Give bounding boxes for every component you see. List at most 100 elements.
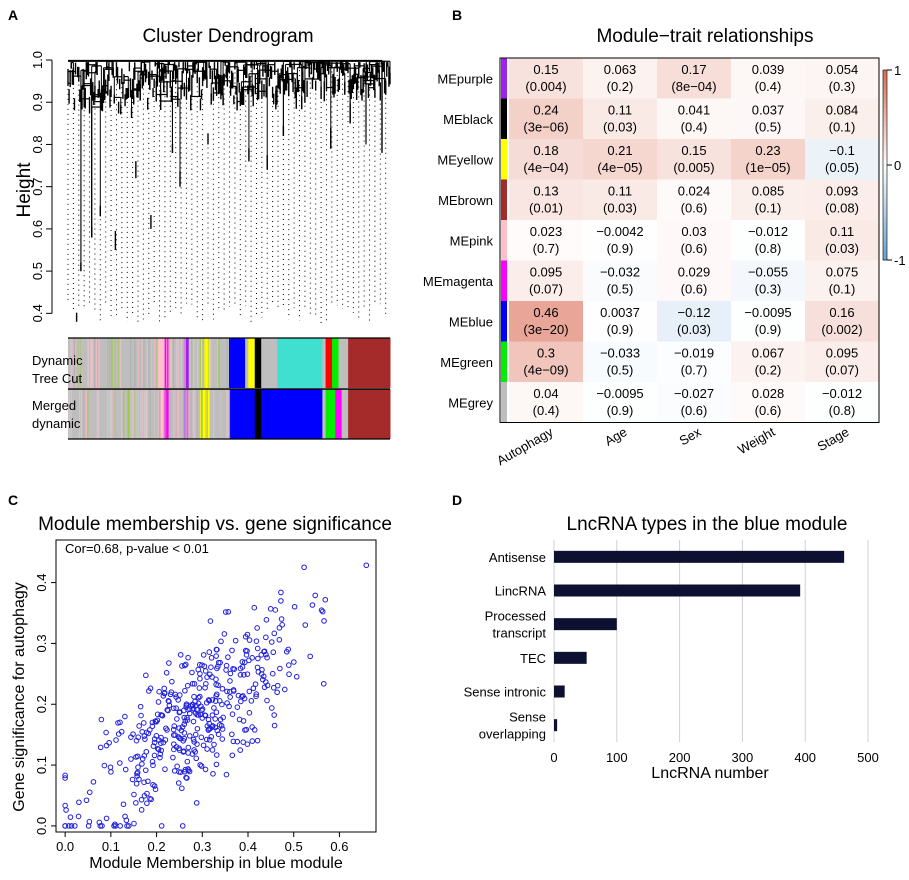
heatmap-cell [805, 341, 879, 382]
heatmap-cell-value: 0.0037 [600, 305, 640, 320]
bar-category-label: transcript [493, 626, 547, 641]
dynamic-tree-cut-row-stripe [166, 338, 168, 388]
merged-dynamic-row-stripe [157, 389, 159, 439]
scatter-point [144, 790, 150, 797]
dynamic-tree-cut-row-stripe [153, 338, 156, 388]
dendrogram-y-tick-label: 0.6 [30, 220, 45, 238]
scatter-y-tick-label: 0.1 [34, 756, 49, 774]
scatter-point [142, 736, 148, 742]
scatter-point [175, 697, 181, 703]
scatter-point [224, 700, 230, 706]
scatter-point [185, 744, 192, 751]
scatter-point [230, 738, 237, 745]
dynamic-tree-cut-row-stripe [189, 338, 191, 388]
colorbar-step [883, 198, 887, 204]
merged-dynamic-row-stripe [97, 389, 100, 439]
dynamic-tree-cut-row-segment [254, 338, 262, 388]
heatmap-cell [657, 341, 731, 382]
scatter-point [263, 651, 269, 658]
scatter-point [213, 653, 219, 659]
dendrogram-y-tick-label: 0.8 [30, 135, 45, 153]
heatmap-cell-pvalue: (0.9) [607, 241, 634, 256]
scatter-point [195, 666, 201, 673]
scatter-point [286, 671, 292, 678]
scatter-point [246, 637, 253, 643]
heatmap-cell-value: 0.054 [826, 62, 859, 77]
merged-dynamic-row-stripe [206, 389, 209, 439]
scatter-point [170, 726, 177, 733]
colorbar-step [883, 193, 887, 199]
scatter-point [173, 744, 180, 750]
heatmap-cell-pvalue: (0.1) [755, 201, 782, 216]
heatmap-cell-value: −0.055 [748, 265, 788, 280]
scatter-y-tick-label: 0.2 [34, 695, 49, 713]
dynamic-tree-cut-row-segment [158, 338, 166, 388]
heatmap-module-swatch [501, 341, 507, 382]
dynamic-tree-cut-row-stripe [91, 338, 93, 388]
scatter-y-tick-label: 0.0 [34, 817, 49, 835]
heatmap-cell-pvalue: (3e−06) [523, 120, 568, 135]
scatter-point [177, 651, 184, 658]
dynamic-tree-cut-row-stripe [150, 338, 152, 388]
scatter-point [212, 716, 219, 722]
bar-x-tick-label: 500 [857, 750, 879, 765]
merged-dynamic-row-stripe [96, 389, 98, 439]
dynamic-tree-cut-row-segment [348, 338, 391, 388]
scatter-point [138, 796, 145, 803]
scatter-point [253, 691, 260, 697]
merged-dynamic-row-stripe [168, 389, 170, 439]
scatter-point [241, 695, 248, 702]
dynamic-tree-cut-row-stripe [210, 338, 212, 388]
heatmap-cell-pvalue: (4e−04) [523, 160, 568, 175]
scatter-point [166, 660, 172, 666]
heatmap-cell [657, 301, 731, 342]
dynamic-tree-cut-row-stripe [137, 338, 139, 388]
dynamic-tree-cut-row-stripe [134, 338, 136, 388]
merged-dynamic-row-stripe [226, 389, 228, 439]
bar-category-label: overlapping [479, 727, 546, 742]
scatter-point [263, 679, 269, 685]
merged-dynamic-row-stripe [183, 389, 185, 439]
heatmap-cell [583, 139, 657, 180]
heatmap-cell-value: −0.032 [600, 265, 640, 280]
bar [554, 550, 845, 563]
dynamic-tree-cut-row-stripe [108, 338, 110, 388]
dynamic-tree-cut-row-stripe [92, 338, 95, 388]
merged-dynamic-row-stripe [201, 389, 203, 439]
panel-a-letter: A [8, 7, 18, 23]
scatter-point [219, 736, 226, 742]
scatter-point [134, 770, 140, 777]
scatter-point [207, 618, 214, 624]
dynamic-tree-cut-row-segment [183, 338, 190, 388]
bar-plot: 0 100 200 300 400 500 Antisense LincRNA Processe… [464, 540, 879, 765]
scatter-point [249, 738, 256, 744]
colorbar-step [883, 236, 887, 242]
scatter-point [181, 721, 188, 728]
scatter-point [276, 636, 283, 643]
scatter-point [128, 734, 134, 740]
dynamic-tree-cut-row-stripe [73, 338, 75, 388]
heatmap-cell [657, 139, 731, 180]
dynamic-tree-cut-row-stripe [96, 338, 99, 388]
scatter-point [211, 741, 217, 748]
heatmap-cell-pvalue: (0.9) [607, 403, 634, 418]
bar-category-label: Processed [485, 609, 546, 624]
colorbar-step [883, 179, 887, 185]
dynamic-tree-cut-row-stripe [193, 338, 195, 388]
scatter-point [139, 761, 145, 767]
scatter-point [270, 649, 277, 656]
heatmap-cell-value: 0.16 [829, 305, 854, 320]
colorbar-tick-label: 1 [894, 63, 901, 78]
scatter-point [173, 705, 179, 711]
scatter-point [179, 785, 185, 792]
heatmap-row-label: MEbrown [438, 193, 493, 208]
bar [554, 651, 587, 664]
dynamic-tree-cut-row-stripe [202, 338, 204, 388]
heatmap-cell-value: 0.11 [608, 184, 632, 199]
dynamic-tree-cut-row-stripe [77, 338, 79, 388]
heatmap-cell-pvalue: (0.8) [829, 403, 856, 418]
dendrogram-ylabel: Height [14, 162, 35, 218]
heatmap-cell [509, 179, 583, 220]
scatter-point [185, 654, 191, 661]
heatmap-cell [731, 301, 805, 342]
